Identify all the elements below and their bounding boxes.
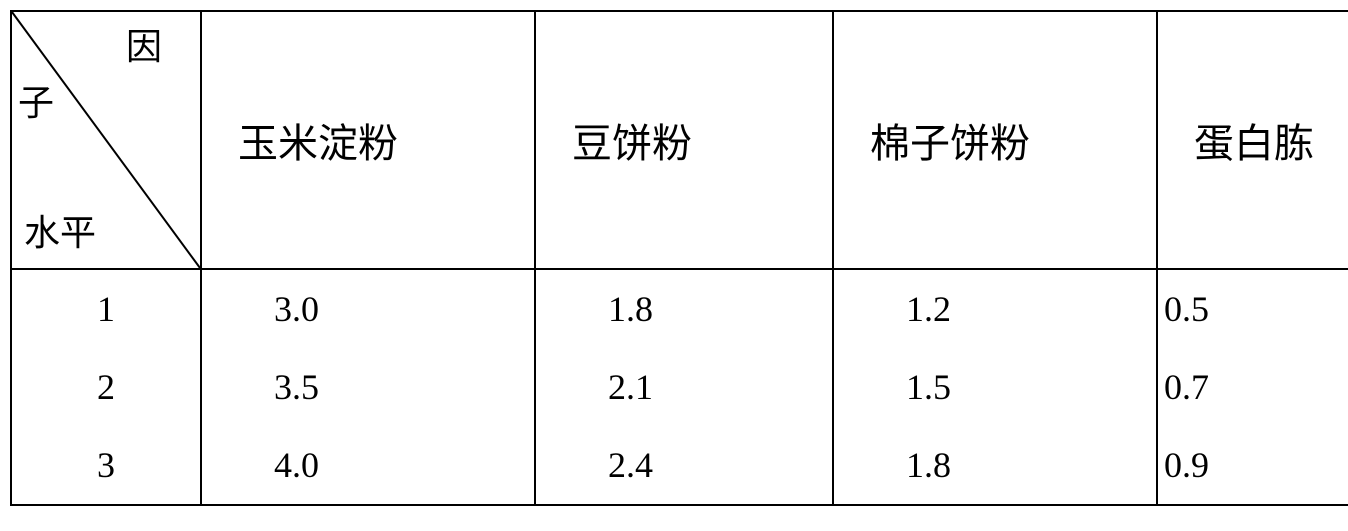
orthogonal-design-table: 因 子 水平 玉米淀粉 豆饼粉 棉子饼粉 蛋白胨 1 3.0 1.8 1.2 0… [10,10,1348,506]
data-cell: 1.8 [833,426,1157,505]
level-label: 1 [11,269,201,348]
data-cell: 0.7 [1157,348,1348,426]
diagonal-mid-label: 子 [18,74,54,126]
diagonal-header-cell: 因 子 水平 [11,11,201,269]
header-row: 因 子 水平 玉米淀粉 豆饼粉 棉子饼粉 蛋白胨 [11,11,1348,269]
table-row: 2 3.5 2.1 1.5 0.7 [11,348,1348,426]
diagonal-top-label: 因 [126,18,162,70]
data-cell: 2.1 [535,348,833,426]
data-cell: 2.4 [535,426,833,505]
column-header: 蛋白胨 [1157,11,1348,269]
table-row: 3 4.0 2.4 1.8 0.9 [11,426,1348,505]
level-label: 3 [11,426,201,505]
column-header: 豆饼粉 [535,11,833,269]
data-cell: 1.8 [535,269,833,348]
diagonal-bottom-label: 水平 [24,204,96,256]
data-cell: 1.5 [833,348,1157,426]
data-cell: 4.0 [201,426,535,505]
column-header: 玉米淀粉 [201,11,535,269]
table-row: 1 3.0 1.8 1.2 0.5 [11,269,1348,348]
column-header: 棉子饼粉 [833,11,1157,269]
level-label: 2 [11,348,201,426]
data-cell: 3.5 [201,348,535,426]
data-cell: 0.5 [1157,269,1348,348]
data-cell: 3.0 [201,269,535,348]
data-cell: 0.9 [1157,426,1348,505]
data-cell: 1.2 [833,269,1157,348]
